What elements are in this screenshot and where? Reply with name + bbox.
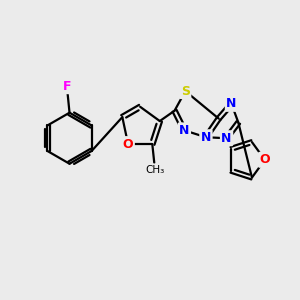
Text: N: N: [221, 132, 232, 145]
Text: N: N: [179, 124, 190, 137]
Text: N: N: [201, 131, 211, 144]
Text: O: O: [123, 138, 134, 151]
Text: S: S: [181, 85, 190, 98]
Text: F: F: [63, 80, 72, 93]
Text: N: N: [226, 98, 237, 110]
Text: O: O: [260, 153, 270, 166]
Text: CH₃: CH₃: [146, 165, 165, 175]
